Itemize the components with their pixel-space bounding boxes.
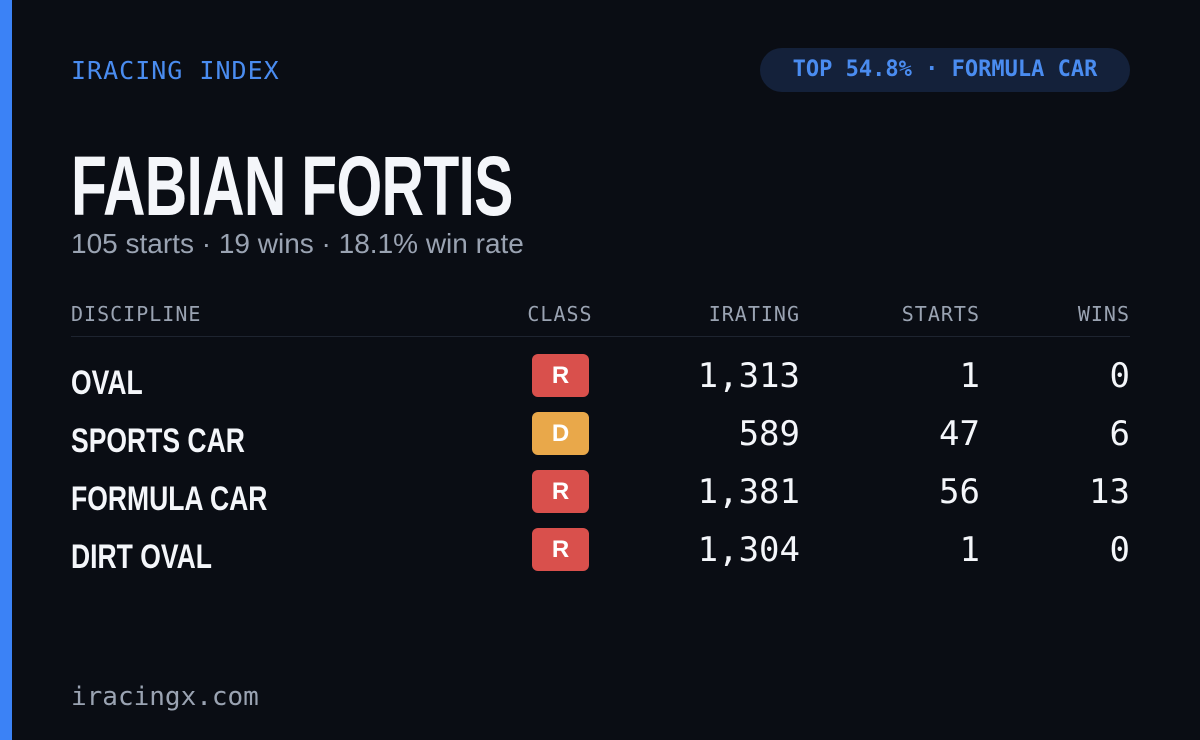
- class-badge: R: [532, 528, 589, 571]
- discipline: FORMULA CAR: [71, 480, 268, 518]
- class-badge: D: [532, 412, 589, 455]
- class-badge: R: [532, 354, 589, 397]
- column-header: DISCIPLINE: [71, 302, 202, 326]
- rank-badge: TOP 54.8% · FORMULA CAR: [760, 48, 1130, 92]
- discipline: DIRT OVAL: [71, 538, 212, 576]
- column-header: CLASS: [527, 302, 593, 326]
- class-badge: R: [532, 470, 589, 513]
- discipline: OVAL: [71, 364, 143, 402]
- wins: 6: [1109, 414, 1130, 454]
- irating: 1,313: [697, 356, 800, 396]
- discipline: SPORTS CAR: [71, 422, 245, 460]
- accent-strip: [0, 0, 12, 740]
- wins: 0: [1109, 530, 1130, 570]
- summary: 105 starts · 19 wins · 18.1% win rate: [71, 228, 524, 259]
- starts: 1: [959, 530, 980, 570]
- driver-name: FABIAN FORTIS: [71, 139, 513, 233]
- brand: IRACING INDEX: [71, 56, 280, 85]
- irating: 1,381: [697, 472, 800, 512]
- column-header: STARTS: [901, 302, 980, 326]
- wins: 13: [1089, 472, 1130, 512]
- footer-site: iracingx.com: [71, 682, 259, 712]
- starts: 47: [939, 414, 980, 454]
- irating: 589: [738, 414, 800, 454]
- column-header: IRATING: [708, 302, 800, 326]
- wins: 0: [1109, 356, 1130, 396]
- header-rule: [71, 336, 1130, 337]
- irating: 1,304: [697, 530, 800, 570]
- starts: 1: [959, 356, 980, 396]
- column-header: WINS: [1077, 302, 1130, 326]
- starts: 56: [939, 472, 980, 512]
